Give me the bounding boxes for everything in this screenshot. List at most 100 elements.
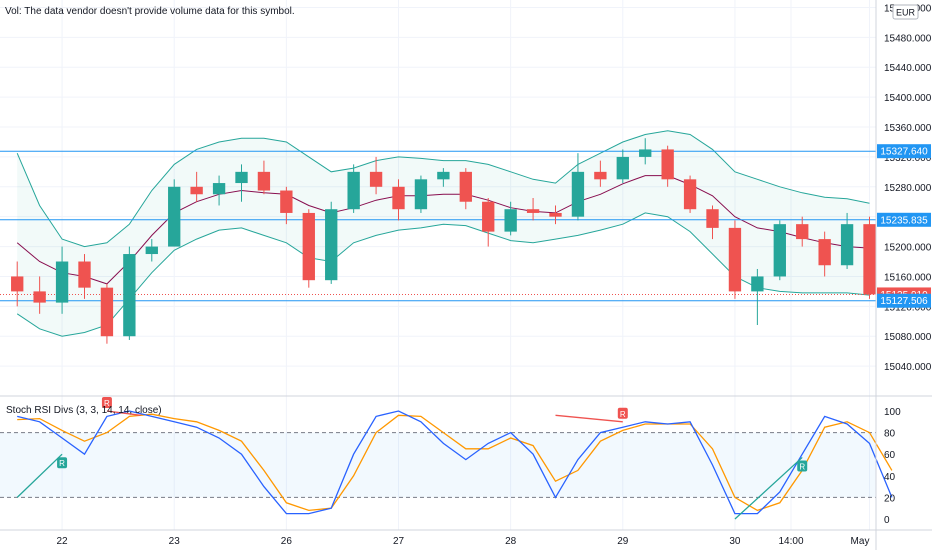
candle-body[interactable] [145, 246, 158, 255]
candle-body[interactable] [751, 276, 764, 292]
candle-body[interactable] [459, 171, 472, 202]
currency-badge[interactable]: EUR [892, 4, 919, 20]
candle[interactable] [33, 276, 46, 314]
candle-body[interactable] [818, 239, 831, 266]
candle[interactable] [123, 246, 136, 340]
candle[interactable] [11, 261, 24, 307]
candle[interactable] [796, 216, 809, 247]
candle-body[interactable] [683, 179, 697, 210]
candle[interactable] [55, 246, 69, 314]
candle[interactable] [549, 205, 562, 225]
candle-body[interactable] [11, 276, 24, 292]
candle-body[interactable] [549, 212, 562, 217]
horizontal-lines[interactable] [0, 150, 876, 302]
candle-body[interactable] [594, 171, 607, 180]
divergence-line [106, 410, 141, 416]
candle[interactable] [347, 164, 360, 213]
candle[interactable] [145, 239, 158, 262]
stoch-d-line[interactable] [17, 413, 893, 512]
candle-body[interactable] [728, 227, 742, 292]
candle[interactable] [325, 201, 338, 284]
candle[interactable] [571, 153, 585, 221]
candle[interactable] [482, 198, 495, 247]
divergence[interactable]: R [734, 456, 808, 520]
candle[interactable] [639, 138, 652, 165]
indicator-title[interactable]: Stoch RSI Divs (3, 3, 14, 14, close) [6, 405, 162, 416]
candle-body[interactable] [706, 209, 719, 228]
candle-body[interactable] [392, 186, 405, 210]
candle-body[interactable] [302, 212, 315, 281]
candle-body[interactable] [33, 291, 46, 303]
candle-body[interactable] [526, 209, 540, 213]
candles[interactable] [11, 138, 876, 344]
candle[interactable] [369, 156, 383, 195]
bollinger-upper [16, 130, 870, 248]
candle-body[interactable] [369, 171, 383, 187]
candle-body[interactable] [325, 209, 338, 281]
time-axis[interactable]: 22 23 26 27 28 29 30 14:00 May [57, 536, 870, 547]
candle-body[interactable] [437, 171, 450, 180]
candle-body[interactable] [661, 149, 674, 180]
candle[interactable] [751, 268, 764, 326]
candle[interactable] [526, 198, 540, 221]
time-tick-label: 23 [169, 536, 181, 547]
time-tick-label: 27 [393, 536, 405, 547]
candle[interactable] [863, 216, 876, 299]
divergence[interactable]: R [16, 453, 68, 498]
candle-body[interactable] [773, 224, 786, 277]
candle[interactable] [594, 160, 607, 187]
candle[interactable] [683, 175, 697, 213]
candle-body[interactable] [863, 224, 876, 295]
candle[interactable] [616, 149, 629, 184]
candle[interactable] [78, 254, 91, 299]
candle[interactable] [212, 175, 226, 206]
divergence[interactable]: R [555, 407, 628, 423]
price-label-bg [877, 293, 931, 308]
candle-body[interactable] [55, 261, 69, 303]
candle-body[interactable] [123, 254, 136, 337]
candle-body[interactable] [78, 261, 91, 288]
candle[interactable] [706, 205, 719, 240]
candle-body[interactable] [347, 171, 360, 210]
candle-body[interactable] [212, 183, 226, 195]
candle-body[interactable] [840, 224, 854, 266]
candle-body[interactable] [100, 287, 114, 337]
stoch-k-line[interactable] [17, 410, 893, 515]
candle[interactable] [818, 231, 831, 277]
divergence-badge [101, 397, 112, 408]
candle[interactable] [661, 145, 674, 187]
candle[interactable] [773, 220, 786, 281]
candle[interactable] [840, 212, 854, 269]
candle[interactable] [504, 201, 517, 236]
stoch-axis[interactable]: 100 80 60 40 20 0 [884, 407, 901, 526]
candle-body[interactable] [482, 201, 495, 232]
candle-body[interactable] [190, 186, 203, 195]
candle[interactable] [257, 160, 271, 195]
candle-body[interactable] [796, 224, 809, 240]
candle[interactable] [437, 168, 450, 187]
candle-body[interactable] [414, 179, 428, 210]
candle-body[interactable] [504, 209, 517, 232]
candle[interactable] [302, 209, 315, 288]
divergence-label: R [799, 462, 805, 471]
candle-body[interactable] [571, 171, 585, 217]
candle-body[interactable] [639, 149, 652, 157]
candle-body[interactable] [168, 186, 181, 247]
candle[interactable] [190, 171, 203, 202]
candle[interactable] [280, 186, 293, 225]
candle-body[interactable] [235, 171, 248, 184]
candle-body[interactable] [257, 171, 271, 191]
candle[interactable] [459, 168, 472, 210]
candle[interactable] [728, 220, 742, 299]
candle[interactable] [100, 283, 114, 344]
candle[interactable] [168, 179, 181, 247]
price-axis[interactable]: 15040.000 15080.000 15120.000 15160.000 1520… [884, 3, 932, 373]
candle-body[interactable] [280, 190, 293, 213]
candle[interactable] [392, 179, 405, 221]
candle[interactable] [235, 164, 248, 202]
stoch-rsi-pane[interactable]: R R R R [0, 397, 893, 520]
candle-body[interactable] [616, 156, 629, 180]
candle[interactable] [414, 175, 428, 213]
divergence[interactable]: R [101, 397, 141, 416]
